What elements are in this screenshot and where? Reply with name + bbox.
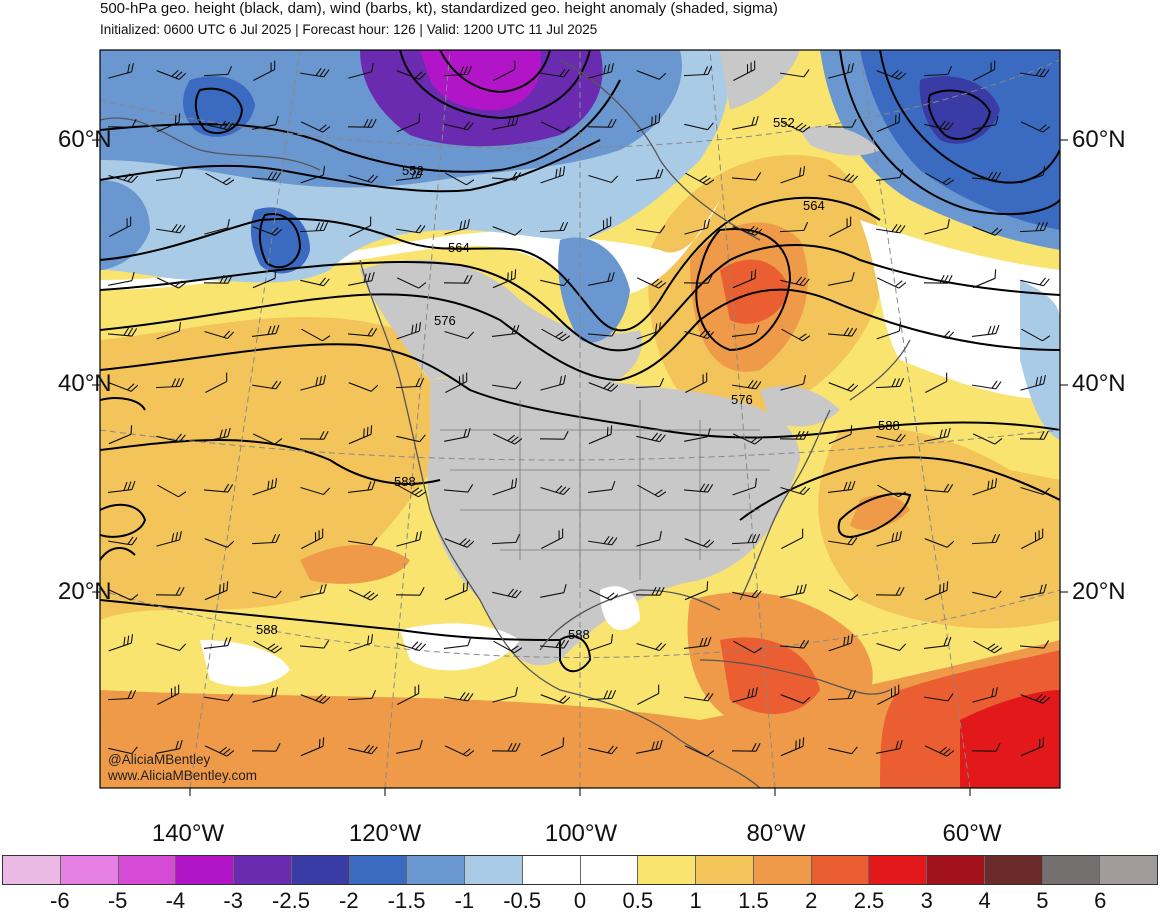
- anomaly-colorbar: [2, 855, 1158, 885]
- map-title: 500-hPa geo. height (black, dam), wind (…: [100, 0, 778, 17]
- colorbar-label: 1: [689, 888, 701, 914]
- colorbar-label: -4: [166, 888, 186, 914]
- colorbar-label: 3: [921, 888, 933, 914]
- colorbar-segment: [407, 856, 465, 884]
- colorbar-label: -2.5: [272, 888, 310, 914]
- colorbar-segment: [292, 856, 350, 884]
- colorbar-segment: [3, 856, 61, 884]
- lon-label-100w: 100°W: [545, 820, 617, 848]
- lat-label-right-40: 40°N: [1072, 370, 1126, 398]
- colorbar-label: -6: [50, 888, 70, 914]
- colorbar-label: -1: [455, 888, 475, 914]
- colorbar-segment: [234, 856, 292, 884]
- contour-label: 576: [731, 392, 753, 407]
- colorbar-label: -2: [339, 888, 359, 914]
- colorbar-segment: [696, 856, 754, 884]
- lat-label-left-40: 40°N: [58, 370, 112, 398]
- contour-label: 588: [256, 622, 278, 637]
- contour-label: 564: [803, 198, 825, 213]
- colorbar-label: -1.5: [388, 888, 426, 914]
- map-subtitle: Initialized: 0600 UTC 6 Jul 2025 | Forec…: [100, 22, 597, 37]
- colorbar-segment: [176, 856, 234, 884]
- colorbar-segment: [581, 856, 639, 884]
- colorbar-label: 6: [1094, 888, 1106, 914]
- colorbar-label: 2.5: [854, 888, 885, 914]
- credit-handle: @AliciaMBentley: [108, 752, 210, 767]
- contour-label: 564: [448, 240, 470, 255]
- colorbar-label: -0.5: [503, 888, 541, 914]
- contour-label: 552: [773, 115, 795, 130]
- lat-label-left-20: 20°N: [58, 578, 112, 606]
- colorbar-segment: [985, 856, 1043, 884]
- colorbar-segment: [1100, 856, 1157, 884]
- lon-label-140w: 140°W: [152, 820, 224, 848]
- lon-label-60w: 60°W: [943, 820, 1002, 848]
- colorbar-label: -3: [223, 888, 243, 914]
- lon-label-80w: 80°W: [747, 820, 806, 848]
- colorbar-label: 1.5: [738, 888, 769, 914]
- lat-label-right-60: 60°N: [1072, 126, 1126, 154]
- colorbar-segment: [927, 856, 985, 884]
- colorbar-segment: [812, 856, 870, 884]
- contour-label: 588: [394, 474, 416, 489]
- lat-label-left-60: 60°N: [58, 126, 112, 154]
- colorbar-label: 0: [574, 888, 586, 914]
- colorbar-segment: [465, 856, 523, 884]
- colorbar-segment: [1043, 856, 1101, 884]
- contour-label: 576: [434, 313, 456, 328]
- lat-label-right-20: 20°N: [1072, 578, 1126, 606]
- colorbar-segment: [523, 856, 581, 884]
- colorbar-label: 2: [805, 888, 817, 914]
- colorbar-segment: [350, 856, 408, 884]
- colorbar-segment: [119, 856, 177, 884]
- colorbar-segment: [638, 856, 696, 884]
- colorbar-label: 0.5: [623, 888, 654, 914]
- lon-label-120w: 120°W: [349, 820, 421, 848]
- contour-label: 552: [402, 163, 424, 178]
- colorbar-label: 5: [1036, 888, 1048, 914]
- colorbar-segment: [754, 856, 812, 884]
- colorbar-label: 4: [978, 888, 990, 914]
- colorbar-segment: [869, 856, 927, 884]
- colorbar-label: -5: [108, 888, 128, 914]
- contour-label: 588: [878, 418, 900, 433]
- credit-website: www.AliciaMBentley.com: [108, 768, 257, 783]
- contour-label: 588: [568, 627, 590, 642]
- colorbar-segment: [61, 856, 119, 884]
